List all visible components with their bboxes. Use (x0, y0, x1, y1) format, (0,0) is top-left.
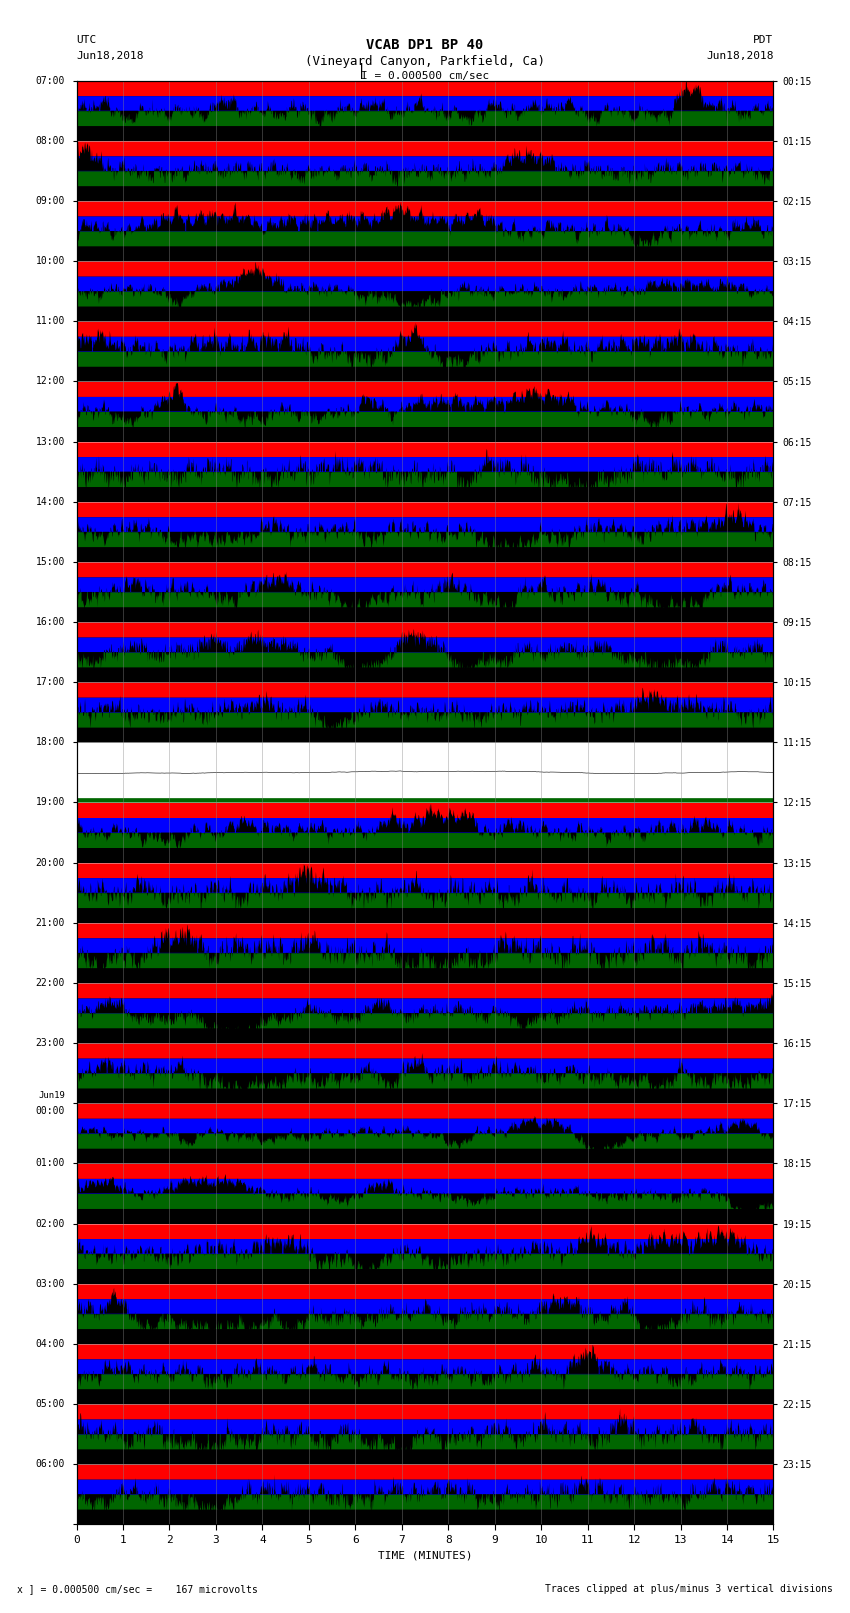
Text: 23:00: 23:00 (36, 1039, 65, 1048)
Text: 10:00: 10:00 (36, 256, 65, 266)
Text: (Vineyard Canyon, Parkfield, Ca): (Vineyard Canyon, Parkfield, Ca) (305, 55, 545, 68)
Text: 15:00: 15:00 (36, 556, 65, 566)
Text: PDT: PDT (753, 35, 774, 45)
Text: Jun18,2018: Jun18,2018 (706, 52, 774, 61)
Text: 11:00: 11:00 (36, 316, 65, 326)
Text: 06:00: 06:00 (36, 1460, 65, 1469)
Text: 18:00: 18:00 (36, 737, 65, 747)
Text: 05:00: 05:00 (36, 1398, 65, 1410)
Text: 21:00: 21:00 (36, 918, 65, 927)
Text: 08:00: 08:00 (36, 135, 65, 145)
Text: 20:00: 20:00 (36, 858, 65, 868)
Text: UTC: UTC (76, 35, 97, 45)
Text: Traces clipped at plus/minus 3 vertical divisions: Traces clipped at plus/minus 3 vertical … (545, 1584, 833, 1594)
Text: Jun18,2018: Jun18,2018 (76, 52, 144, 61)
Text: 16:00: 16:00 (36, 618, 65, 627)
Text: 00:00: 00:00 (36, 1107, 65, 1116)
Text: 22:00: 22:00 (36, 977, 65, 987)
Text: VCAB DP1 BP 40: VCAB DP1 BP 40 (366, 37, 484, 52)
Text: 13:00: 13:00 (36, 437, 65, 447)
Text: 02:00: 02:00 (36, 1218, 65, 1229)
Text: Jun19: Jun19 (38, 1092, 65, 1100)
Text: 19:00: 19:00 (36, 797, 65, 808)
Text: I = 0.000500 cm/sec: I = 0.000500 cm/sec (361, 71, 489, 81)
Text: 14:00: 14:00 (36, 497, 65, 506)
Text: 12:00: 12:00 (36, 376, 65, 387)
Text: x ] = 0.000500 cm/sec =    167 microvolts: x ] = 0.000500 cm/sec = 167 microvolts (17, 1584, 258, 1594)
Text: 07:00: 07:00 (36, 76, 65, 85)
Text: 01:00: 01:00 (36, 1158, 65, 1168)
Text: |: | (357, 63, 366, 79)
X-axis label: TIME (MINUTES): TIME (MINUTES) (377, 1550, 473, 1560)
Text: 09:00: 09:00 (36, 195, 65, 206)
Text: 04:00: 04:00 (36, 1339, 65, 1348)
Text: 17:00: 17:00 (36, 677, 65, 687)
Text: 03:00: 03:00 (36, 1279, 65, 1289)
